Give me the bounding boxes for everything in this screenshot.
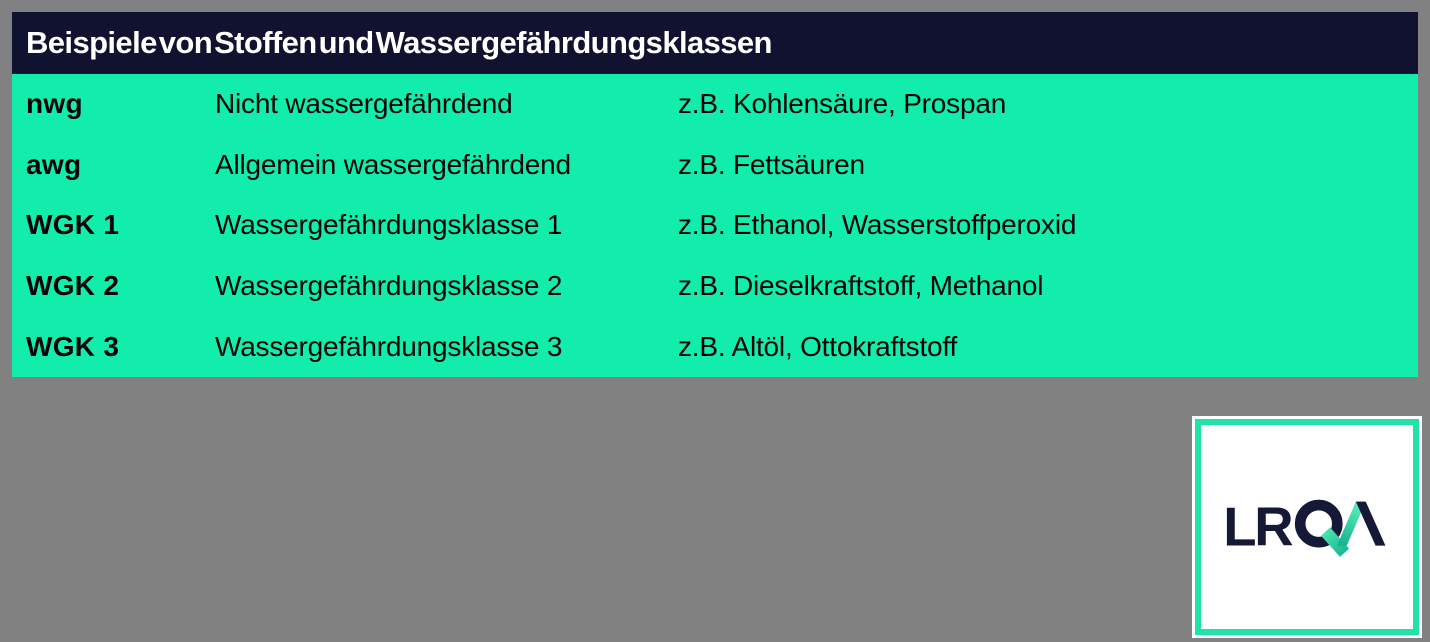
wgk-table: Beispiele von Stoffen und Wassergefährdu… <box>12 12 1418 377</box>
table-title: Beispiele von Stoffen und Wassergefährdu… <box>26 25 772 60</box>
row-code: WGK 2 <box>26 270 120 302</box>
table-row: nwg Nicht wassergefährdend z.B. Kohlensä… <box>12 74 1418 135</box>
table-row: WGK 2 Wassergefährdungsklasse 2 z.B. Die… <box>12 256 1418 317</box>
logo-q-tail <box>1321 527 1350 557</box>
row-examples: z.B. Kohlensäure, Prospan <box>678 88 1007 120</box>
table-row: WGK 3 Wassergefährdungsklasse 3 z.B. Alt… <box>12 316 1418 377</box>
logo-q-ring <box>1294 499 1343 548</box>
lrqa-logo-icon: LR <box>1223 497 1386 558</box>
row-name: Nicht wassergefährdend <box>215 88 513 120</box>
row-code: awg <box>26 148 82 180</box>
table-row: WGK 1 Wassergefährdungsklasse 1 z.B. Eth… <box>12 195 1418 256</box>
row-examples: z.B. Altöl, Ottokraftstoff <box>678 330 958 362</box>
row-code: WGK 1 <box>26 209 120 241</box>
lrqa-logo-frame: LR <box>1195 419 1419 635</box>
row-name: Wassergefährdungsklasse 3 <box>215 330 563 362</box>
row-examples: z.B. Dieselkraftstoff, Methanol <box>678 270 1044 302</box>
table-header: Beispiele von Stoffen und Wassergefährdu… <box>12 12 1418 74</box>
logo-a-left-stroke <box>1336 501 1366 546</box>
row-examples: z.B. Fettsäuren <box>678 148 865 180</box>
row-name: Allgemein wassergefährdend <box>215 148 571 180</box>
table-row: awg Allgemein wassergefährdend z.B. Fett… <box>12 135 1418 196</box>
row-name: Wassergefährdungsklasse 2 <box>215 270 563 302</box>
row-name: Wassergefährdungsklasse 1 <box>215 209 563 241</box>
logo-letters-lr: LR <box>1223 497 1293 558</box>
table-body: nwg Nicht wassergefährdend z.B. Kohlensä… <box>12 74 1418 377</box>
logo-a-right-stroke <box>1355 501 1386 546</box>
row-code: nwg <box>26 88 83 120</box>
lrqa-logo-box: LR <box>1192 416 1422 638</box>
row-examples: z.B. Ethanol, Wasserstoffperoxid <box>678 209 1077 241</box>
row-code: WGK 3 <box>26 330 120 362</box>
